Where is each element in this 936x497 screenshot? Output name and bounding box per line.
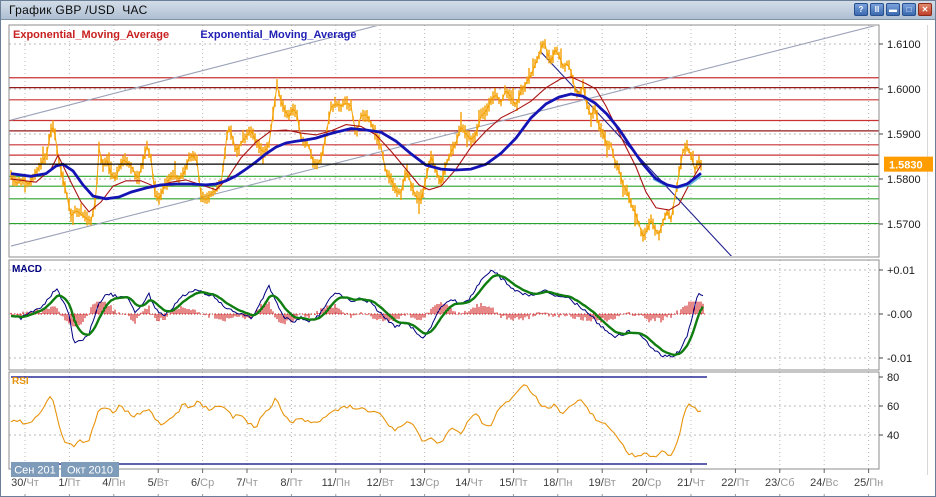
- macd-label: MACD: [12, 264, 42, 275]
- macd-signal-line: [10, 273, 705, 357]
- macd-pane[interactable]: MACD: [8, 259, 880, 371]
- ema-slow-line: [10, 92, 702, 201]
- ema-slow-label: Exponential_Moving_Average: [200, 29, 356, 41]
- svg-text:-0.01: -0.01: [887, 353, 912, 365]
- close-button[interactable]: ✕: [918, 3, 932, 16]
- date-label: 1/Пт: [58, 477, 80, 489]
- svg-text:1.6100: 1.6100: [887, 39, 921, 51]
- date-label: 15/Пт: [499, 477, 527, 489]
- window-controls: ? II ▬ □ ✕: [852, 3, 932, 16]
- svg-text:60: 60: [887, 401, 899, 413]
- date-label: 6/Ср: [191, 477, 214, 489]
- date-label: 5/Вт: [148, 477, 169, 489]
- rsi-line: [10, 384, 702, 458]
- date-label: 13/Ср: [410, 477, 439, 489]
- date-label: 21/Чт: [677, 477, 705, 489]
- month-badges: Сен 201 Окт 2010: [11, 462, 119, 477]
- date-label: 24/Вс: [810, 477, 839, 489]
- minimize-button[interactable]: ▬: [886, 3, 900, 16]
- svg-text:MACD: MACD: [12, 264, 42, 275]
- svg-text:Сен 201: Сен 201: [14, 465, 56, 477]
- date-label: 30/Чт: [11, 477, 39, 489]
- date-label: 19/Вт: [589, 477, 616, 489]
- svg-text:-0.00: -0.00: [887, 309, 912, 321]
- channel-lower-line: [10, 26, 876, 247]
- minimize-icon: ▬: [889, 5, 897, 14]
- maximize-button[interactable]: □: [902, 3, 916, 16]
- month-badge: Окт 2010: [61, 462, 119, 477]
- svg-text:Окт 2010: Окт 2010: [67, 465, 113, 477]
- date-label: 23/Сб: [765, 477, 795, 489]
- rsi-axis: 80 60 40: [879, 372, 899, 442]
- ema-fast-label: Exponential_Moving_Average: [13, 29, 169, 41]
- rsi-label: RSI: [12, 376, 29, 387]
- svg-text:1.5900: 1.5900: [887, 129, 921, 141]
- time-axis: 30/Чт 1/Пт 4/Пн 5/Вт 6/Ср 7/Чт 8/Пт 11/Пн 12/Вт 1…: [11, 469, 883, 496]
- indicator-labels: Exponential_Moving_Average Exponential_Mo…: [13, 29, 356, 41]
- close-icon: ✕: [921, 5, 929, 14]
- help-button[interactable]: ?: [854, 3, 868, 16]
- date-label: 14/Чт: [455, 477, 483, 489]
- chart-body: Exponential_Moving_Average Exponential_Mo…: [1, 20, 936, 497]
- price-pane[interactable]: Exponential_Moving_Average Exponential_Mo…: [8, 24, 880, 258]
- date-label: 12/Вт: [367, 477, 394, 489]
- date-label: 18/Пн: [543, 477, 572, 489]
- rsi-pane[interactable]: RSI: [8, 371, 880, 470]
- svg-text:1.5830: 1.5830: [889, 160, 923, 172]
- window-title: График GBP /USD ЧАС: [9, 3, 148, 17]
- help-icon: ?: [858, 5, 864, 14]
- svg-text:80: 80: [887, 372, 899, 384]
- svg-text:RSI: RSI: [12, 376, 29, 387]
- pause-icon: II: [874, 5, 880, 14]
- date-label: 11/Пн: [322, 477, 350, 489]
- window-titlebar[interactable]: График GBP /USD ЧАС ? II ▬ □ ✕: [1, 1, 935, 20]
- svg-text:+0.01: +0.01: [887, 265, 915, 277]
- pause-button[interactable]: II: [870, 3, 884, 16]
- ema-fast-line: [10, 76, 702, 213]
- maximize-icon: □: [906, 5, 912, 14]
- channel-upper-line: [10, 26, 378, 121]
- current-price-tag: 1.5830: [884, 156, 933, 172]
- svg-text:1.5800: 1.5800: [887, 174, 921, 186]
- macd-axis: +0.01 -0.00 -0.01: [879, 265, 915, 365]
- date-label: 8/Пт: [280, 477, 302, 489]
- price-levels: [9, 77, 879, 225]
- svg-text:1.6000: 1.6000: [887, 84, 921, 96]
- date-label: 20/Ср: [632, 477, 661, 489]
- svg-text:40: 40: [887, 430, 899, 442]
- month-badge: Сен 201: [11, 462, 59, 477]
- date-label: 7/Чт: [236, 477, 258, 489]
- svg-text:1.5700: 1.5700: [887, 219, 921, 231]
- date-label: 4/Пн: [102, 477, 125, 489]
- price-axis: 1.6100 1.6000 1.5900 1.5800 1.5700 1.5830: [879, 39, 933, 231]
- date-label: 25/Пн: [854, 477, 883, 489]
- date-label: 22/Пт: [721, 477, 749, 489]
- chart-canvas[interactable]: Exponential_Moving_Average Exponential_Mo…: [1, 20, 936, 497]
